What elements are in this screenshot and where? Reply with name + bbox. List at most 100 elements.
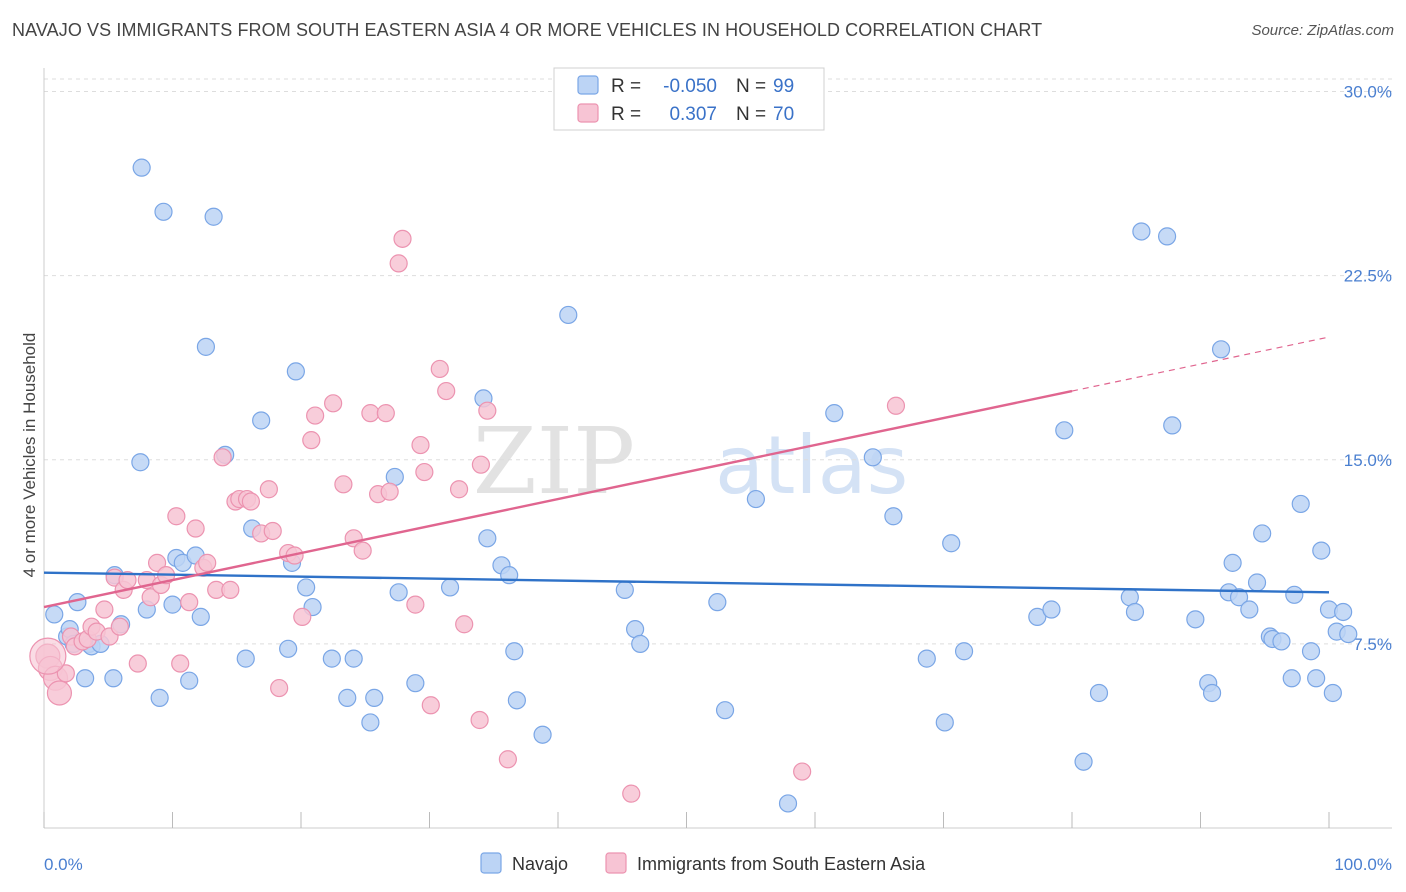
stats-r-label: R = (611, 76, 641, 97)
navajo-point (1074, 752, 1093, 771)
navajo-point (1334, 602, 1353, 622)
navajo-point (196, 337, 216, 356)
grid (44, 78, 1392, 645)
sea-point (498, 750, 517, 769)
navajo-point (615, 580, 634, 599)
navajo-point (1186, 610, 1205, 629)
trendlines (43, 336, 1330, 609)
y-tick-label: 22.5% (1344, 267, 1392, 286)
navajo-point (1157, 227, 1177, 246)
navajo-point (297, 578, 316, 597)
navajo-point (708, 593, 727, 612)
navajo-point (1301, 642, 1321, 661)
stats-n-value: 99 (773, 76, 794, 97)
y-tick-label: 7.5% (1353, 635, 1392, 654)
navajo-point (942, 534, 961, 553)
stats-r-label: R = (611, 104, 641, 125)
navajo-point (389, 583, 408, 602)
navajo-point (1089, 683, 1109, 703)
navajo-point (559, 305, 578, 325)
navajo-point (533, 725, 552, 744)
navajo-point (1323, 683, 1342, 703)
navajo-point (76, 669, 95, 688)
sea-point (455, 615, 474, 634)
legend-swatch-sea (605, 852, 627, 874)
navajo-point (338, 688, 357, 707)
sea-point (353, 541, 372, 560)
sea-trendline-extension (1071, 336, 1330, 392)
navajo-point (1253, 524, 1272, 543)
sea-point (263, 521, 282, 541)
stats-n-label: N = (736, 104, 766, 125)
navajo-point (825, 404, 844, 423)
y-axis-label: 4 or more Vehicles in Household (20, 333, 39, 578)
navajo-point (507, 691, 526, 710)
sea-point (334, 475, 353, 494)
sea-point (46, 680, 73, 706)
navajo-point (1132, 222, 1151, 241)
navajo-point (163, 595, 182, 614)
navajo-point (1272, 632, 1291, 651)
sea-point (29, 637, 67, 675)
sea-point (415, 462, 434, 482)
sea-point (449, 480, 469, 499)
navajo-point (204, 207, 223, 226)
navajo-point (132, 158, 151, 177)
navajo-point (884, 507, 903, 526)
navajo-point (746, 489, 765, 509)
navajo-point (361, 713, 380, 732)
navajo-point (279, 639, 298, 658)
navajo-point (1312, 541, 1331, 560)
sea-point (95, 600, 114, 619)
sea-point (270, 678, 289, 698)
sea-point (306, 406, 325, 425)
navajo-point (954, 642, 974, 661)
stats-r-value: 0.307 (669, 104, 717, 125)
legend-label-navajo: Navajo (512, 854, 568, 874)
navajo-point (104, 669, 123, 688)
sea-point (259, 480, 278, 499)
sea-point (167, 507, 186, 526)
sea-point (128, 654, 147, 673)
sea-point (324, 394, 343, 413)
stats-swatch-navajo (577, 75, 599, 95)
navajo-point (715, 701, 735, 720)
x-tick-labels: 0.0% 100.0% (44, 855, 1392, 874)
navajo-point (1240, 600, 1259, 619)
navajo-point (131, 453, 150, 472)
sea-point (293, 607, 312, 626)
sea-point (437, 381, 456, 401)
sea-point (389, 254, 408, 273)
sea-point (376, 404, 395, 423)
navajo-point (365, 688, 384, 707)
x-tick-label: 0.0% (44, 855, 83, 874)
sea-point (793, 762, 812, 781)
navajo-point (1055, 421, 1074, 440)
navajo-points (45, 158, 1358, 813)
navajo-point (935, 713, 954, 732)
series-legend: Navajo Immigrants from South Eastern Asi… (480, 852, 926, 874)
sea-point (393, 229, 412, 248)
navajo-point (286, 362, 305, 381)
sea-point (361, 404, 380, 423)
navajo-point (154, 202, 173, 221)
legend-label-sea: Immigrants from South Eastern Asia (637, 854, 926, 874)
navajo-point (505, 642, 524, 661)
sea-point (241, 492, 260, 511)
sea-point (421, 696, 440, 715)
navajo-point (478, 529, 497, 548)
sea-point (180, 593, 199, 612)
sea-point (56, 664, 75, 683)
chart-title: NAVAJO VS IMMIGRANTS FROM SOUTH EASTERN … (12, 20, 1043, 40)
sea-point (302, 431, 321, 450)
sea-point (147, 553, 167, 572)
navajo-point (500, 566, 519, 585)
sea-point (221, 580, 240, 599)
navajo-point (917, 649, 936, 668)
sea-point (110, 617, 129, 636)
sea-point (470, 710, 489, 730)
axes (43, 68, 1392, 829)
navajo-point (1291, 494, 1310, 514)
stats-r-value: -0.050 (663, 76, 717, 97)
